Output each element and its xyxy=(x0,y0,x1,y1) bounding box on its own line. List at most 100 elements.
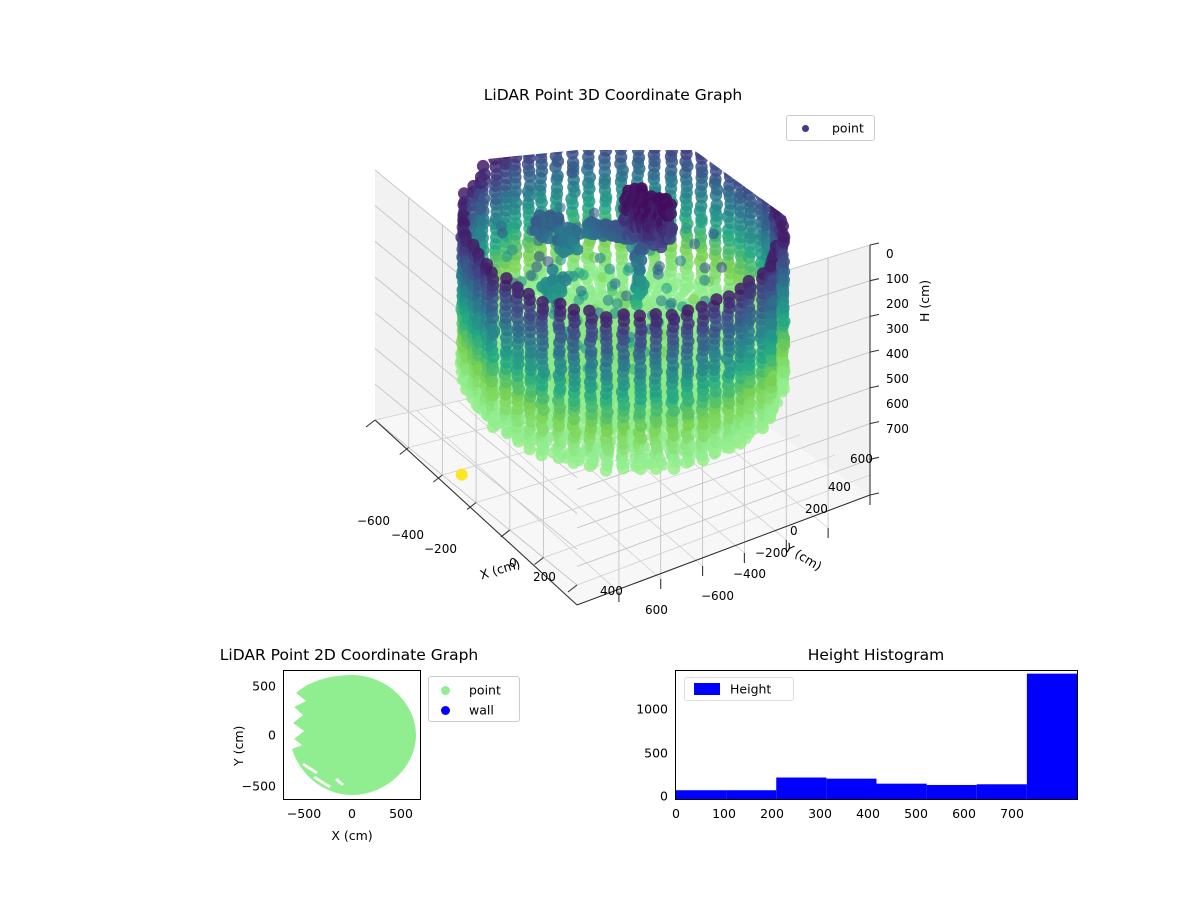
plot2d-x-axis-label: X (cm) xyxy=(331,828,373,843)
plot3d-h-tick-0: 0 xyxy=(886,247,894,261)
scatter-point xyxy=(553,401,567,415)
scatter-point xyxy=(680,186,693,199)
scatter-point xyxy=(682,317,695,330)
scatter-point xyxy=(551,169,564,182)
scatter-point xyxy=(523,150,537,152)
scatter-point xyxy=(568,374,581,387)
scatter-point xyxy=(723,345,736,358)
scatter-point xyxy=(478,168,491,181)
plot3d-x-tick-2: −200 xyxy=(424,542,457,556)
scatter-point xyxy=(744,175,757,188)
scatter-point xyxy=(695,249,709,262)
scatter-point xyxy=(709,396,722,409)
scatter-point xyxy=(568,361,581,374)
plot2d-legend: point wall xyxy=(428,676,520,722)
scatter-point xyxy=(765,317,778,330)
scatter-point xyxy=(600,354,613,368)
scatter-point xyxy=(500,356,513,369)
scatter-point xyxy=(536,339,549,352)
plot3d-x-tick-0: −600 xyxy=(357,514,390,528)
histogram-x-tick-1: 100 xyxy=(712,806,736,821)
scatter-point xyxy=(634,419,648,433)
scatter-point xyxy=(743,376,756,389)
scatter-point xyxy=(710,320,723,333)
scatter-point xyxy=(566,167,578,179)
scatter-point xyxy=(511,402,525,416)
scatter-point xyxy=(777,387,788,398)
scatter-point xyxy=(709,243,722,256)
plot3d-x-tick-4: 200 xyxy=(533,570,556,584)
scatter-point xyxy=(617,379,631,392)
scatter-point xyxy=(772,397,784,408)
scatter-point xyxy=(525,270,537,281)
scatter-point xyxy=(648,154,661,168)
scatter-point xyxy=(537,392,550,405)
scatter-point xyxy=(614,150,628,164)
scatter-point xyxy=(554,382,567,395)
scatter-point xyxy=(585,312,599,325)
scatter-point xyxy=(635,432,648,445)
scatter-point xyxy=(485,375,499,388)
scatter-point xyxy=(535,150,549,153)
scatter-point xyxy=(699,274,710,286)
scatter-point xyxy=(474,228,487,242)
scatter-point xyxy=(550,181,564,195)
scatter-point xyxy=(536,379,549,392)
scatter-point xyxy=(571,243,584,256)
histogram-x-tick-3: 300 xyxy=(808,806,832,821)
plot3d-h-tick-1: 100 xyxy=(886,272,909,286)
scatter-point xyxy=(584,381,597,394)
legend-label-height: Height xyxy=(730,681,772,697)
scatter-point xyxy=(554,297,567,310)
scatter-point xyxy=(708,228,719,240)
scatter-point xyxy=(681,160,694,173)
scatter-point xyxy=(666,222,678,235)
scatter-point xyxy=(474,203,487,216)
scatter-point xyxy=(566,156,580,169)
scatter-point xyxy=(744,246,758,259)
plot2d-title: LiDAR Point 2D Coordinate Graph xyxy=(219,646,479,664)
scatter-point xyxy=(666,359,680,372)
scatter-point xyxy=(777,255,790,268)
histogram-bar xyxy=(976,784,1027,799)
scatter-point xyxy=(455,468,468,481)
scatter-point xyxy=(616,163,629,177)
scatter-point xyxy=(511,369,524,382)
scatter-point xyxy=(486,363,500,376)
scatter-point xyxy=(535,165,549,178)
plot3d-y-tick-0: −600 xyxy=(701,589,734,603)
scatter-point xyxy=(585,324,599,338)
plot3d-x-tick-6: 600 xyxy=(645,603,668,617)
scatter-point xyxy=(709,416,722,429)
legend-swatch-height xyxy=(694,683,720,695)
scatter-point xyxy=(499,388,512,401)
scatter-point xyxy=(716,262,728,273)
scatter-point xyxy=(743,163,756,176)
plot3d-axes xyxy=(330,150,950,630)
scatter-point xyxy=(777,273,790,286)
histogram-legend: Height xyxy=(684,677,794,701)
scatter-point xyxy=(512,286,525,299)
scatter-point xyxy=(512,320,525,333)
scatter-point xyxy=(666,371,679,384)
plot2d-point-cloud xyxy=(286,675,416,795)
histogram-bar xyxy=(1026,673,1077,799)
scatter-point xyxy=(496,227,508,239)
scatter-point xyxy=(531,261,543,273)
scatter-point xyxy=(666,391,680,404)
scatter-point xyxy=(509,185,522,198)
plot3d-h-tick-5: 500 xyxy=(886,372,909,386)
scatter-point xyxy=(744,168,757,181)
plot3d-y-tick-4: 200 xyxy=(805,502,828,516)
scatter-point xyxy=(568,185,581,199)
scatter-point xyxy=(754,169,768,183)
plot3d-legend: point xyxy=(786,115,875,141)
scatter-point xyxy=(486,273,500,286)
scatter-point xyxy=(509,150,522,152)
scatter-point xyxy=(533,235,545,246)
scatter-point xyxy=(578,269,589,281)
scatter-point xyxy=(618,359,631,372)
scatter-point xyxy=(583,171,596,184)
scatter-point xyxy=(695,152,708,165)
legend-marker-point xyxy=(802,124,809,132)
